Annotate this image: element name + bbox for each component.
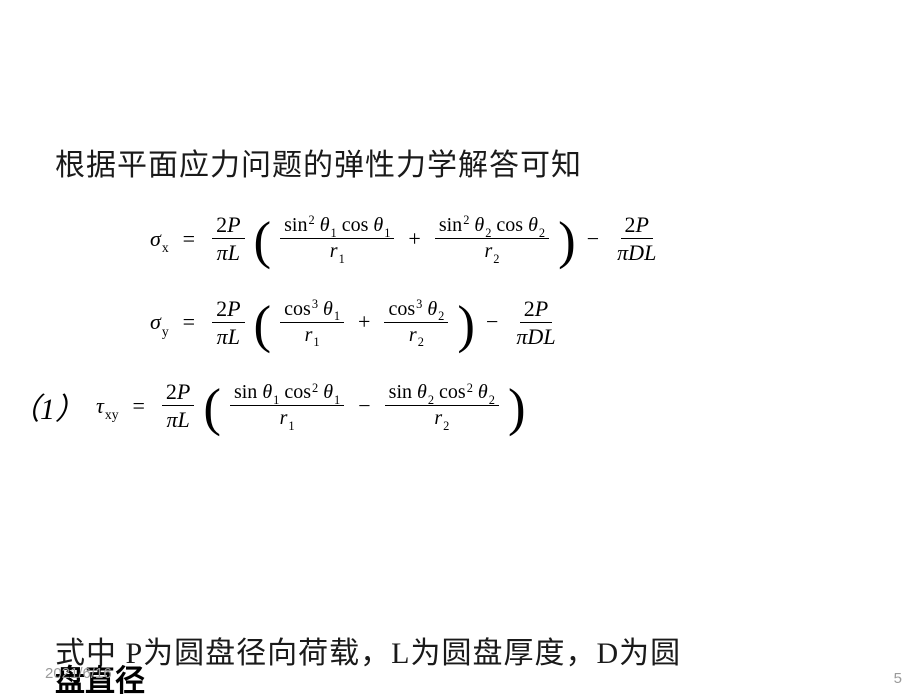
heading-text: 根据平面应力问题的弹性力学解答可知 [55, 140, 865, 184]
equation-tau-xy: （1） τxy = 2P πL ( sin θ1 cos2 θ1 r1 − si… [80, 379, 865, 433]
equation-number-label: （1） [10, 384, 72, 428]
date-stamp: 2021/6/16 [45, 665, 112, 682]
footer-description: 式中 P为圆盘径向荷载，L为圆盘厚度，D为圆 [55, 628, 681, 672]
equation-sigma-x: σx = 2P πL ( sin2 θ1 cos θ1 r1 + sin2 θ2… [150, 212, 865, 266]
equation-sigma-y: σy = 2P πL ( cos3 θ1 r1 + cos3 θ2 r2 ) −… [150, 296, 865, 350]
page-number: 5 [894, 670, 902, 687]
slide-content: 根据平面应力问题的弹性力学解答可知 σx = 2P πL ( sin2 θ1 c… [0, 0, 920, 690]
